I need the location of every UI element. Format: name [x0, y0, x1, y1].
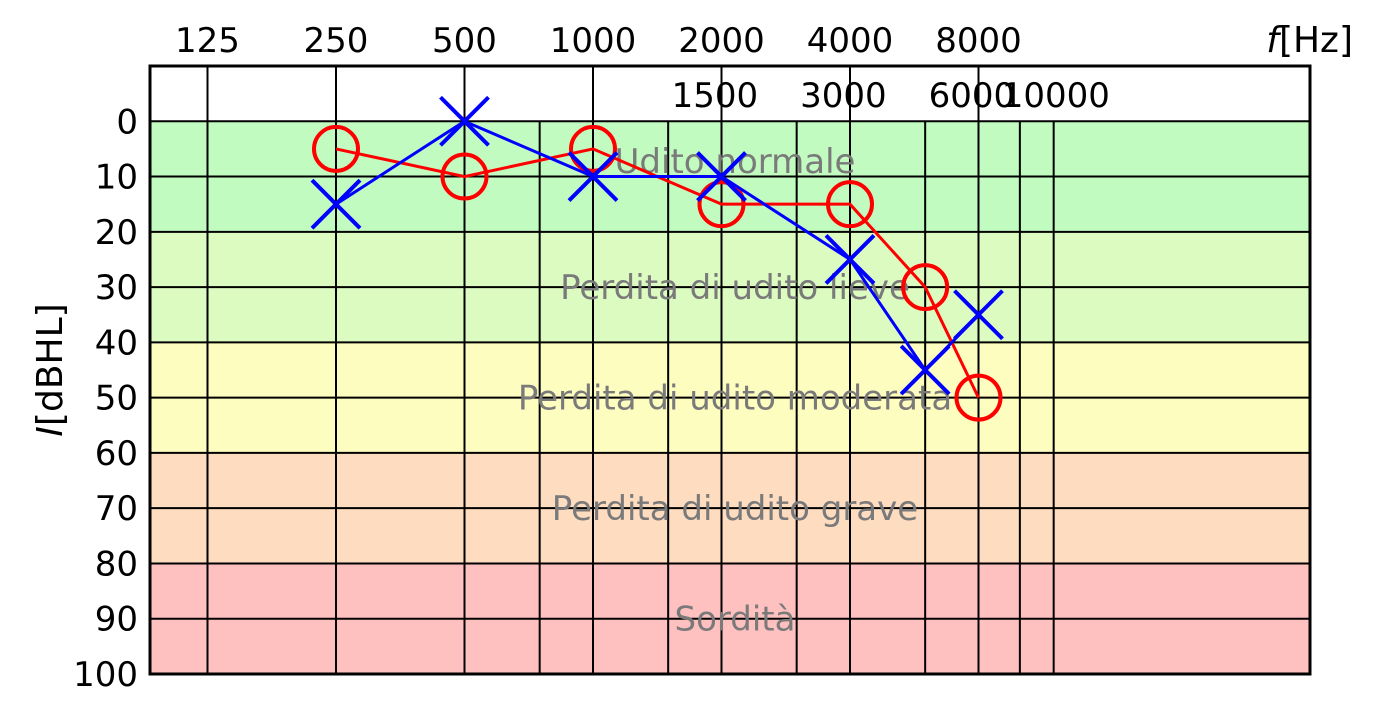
cross-marker: [567, 151, 619, 202]
cross-marker: [824, 234, 876, 285]
series-line: [335, 147, 980, 399]
y-tick-label: 100: [73, 655, 138, 695]
x-tick-label: 1500: [672, 76, 759, 116]
x-tick-label: 500: [432, 21, 497, 61]
y-tick-label: 40: [95, 323, 138, 363]
x-ticks: 125 250 500 1000 2000 4000 8000 1500 3000 6000100…: [175, 21, 1110, 116]
x-tick-label: 3000: [800, 76, 887, 116]
zone-label: Perdita di udito lieve: [560, 268, 910, 308]
x-tick-label: 8000: [935, 21, 1022, 61]
y-tick-label: 20: [95, 213, 138, 253]
x-tick-label: 6000: [929, 76, 1016, 116]
x-axis-label: f[Hz]: [1266, 20, 1353, 61]
grid: [148, 64, 1312, 676]
circle-marker: [569, 124, 617, 173]
y-axis-label: I[dBHL]: [30, 303, 71, 436]
plot-frame: [148, 64, 1312, 676]
y-tick-label: 0: [116, 102, 138, 142]
series-layer: [310, 95, 1004, 422]
circle-marker: [954, 373, 1003, 422]
cross-stroke: [310, 178, 362, 230]
x-tick-label: 2000: [678, 21, 765, 61]
circle-marker: [697, 180, 746, 229]
y-tick-label: 60: [95, 434, 138, 474]
cross-marker: [696, 151, 747, 202]
cross-marker: [953, 289, 1004, 341]
circle-marker: [440, 152, 489, 201]
zone-label: Perdita di udito moderata: [518, 379, 952, 419]
x-tick-label: 1000: [550, 21, 637, 61]
circle-marker: [901, 263, 950, 312]
circle-marker: [826, 180, 874, 229]
y-tick-label: 30: [95, 268, 138, 308]
zone-label: Sordità: [675, 600, 796, 640]
cross-marker: [310, 178, 362, 230]
cross-stroke: [439, 95, 490, 147]
y-tick-label: 70: [95, 489, 138, 529]
circle-marker: [312, 124, 360, 173]
y-tick-label: 80: [95, 544, 138, 584]
cross-stroke: [953, 289, 1004, 341]
y-tick-label: 10: [95, 158, 138, 198]
cross-stroke: [824, 234, 876, 285]
cross-stroke: [899, 344, 951, 396]
x-tick-label: 125: [175, 21, 240, 61]
y-tick-label: 90: [95, 600, 138, 640]
x-tick-label: 250: [304, 21, 369, 61]
x-tick-label: 10000: [1002, 76, 1110, 116]
cross-stroke: [567, 151, 619, 202]
y-tick-label: 50: [95, 379, 138, 419]
header-band: [150, 66, 1310, 122]
cross-stroke: [696, 151, 747, 202]
y-ticks: 0 10 20 30 40 50 60 70 80 90 100: [73, 102, 138, 695]
cross-marker: [439, 95, 490, 147]
cross-marker: [899, 344, 951, 396]
x-tick-label: 4000: [807, 21, 894, 61]
zone-label: Perdita di udito grave: [552, 489, 918, 529]
